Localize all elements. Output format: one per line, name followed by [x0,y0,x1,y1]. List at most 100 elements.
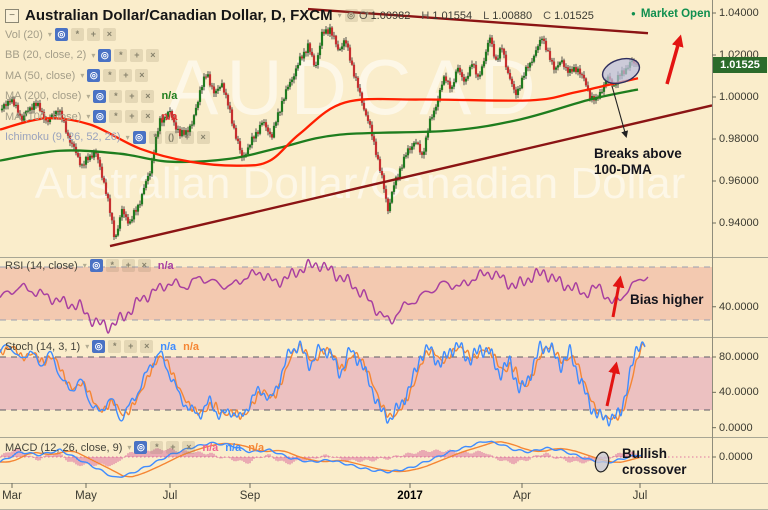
close-value: 1.01525 [554,10,594,22]
visibility-icon[interactable]: ◎ [89,259,103,272]
chevron-down-icon[interactable]: ▾ [82,261,87,270]
visibility-icon[interactable]: ◎ [93,89,107,103]
close-icon[interactable]: × [137,259,151,272]
settings-icon[interactable]: * [105,259,119,272]
indicator-label[interactable]: MA (50, close) [5,69,76,82]
low-label: L [483,10,490,22]
settings-icon[interactable]: * [109,89,123,103]
time-tick-label: Jul [632,490,648,502]
low-value: 1.00880 [492,10,533,22]
symbol-title[interactable]: Australian Dollar/Canadian Dollar, D, FX… [25,7,333,24]
close-icon[interactable]: × [141,89,155,103]
indicator-label[interactable]: MA (200, close) [5,90,82,102]
axis-tick-label: 0.96000 [719,175,759,187]
chevron-down-icon[interactable]: ▾ [86,112,91,121]
annotation-bullish-crossover[interactable]: Bullish crossover [622,446,687,478]
stoch-k-line [0,340,646,427]
time-tick-label: May [75,490,97,502]
axis-tick-label: 40.0000 [719,300,759,313]
settings-icon[interactable]: * [109,110,123,123]
indicator-label[interactable]: MA (100, close) [5,110,82,123]
chevron-down-icon[interactable]: ▾ [125,132,130,142]
indicator-label[interactable]: Stoch (14, 3, 1) [5,340,81,353]
visibility-icon[interactable]: ◎ [87,69,101,82]
visibility-icon[interactable]: ◎ [98,48,112,62]
settings-icon[interactable]: * [108,340,122,353]
indicator-label[interactable]: Vol (20) [5,28,43,41]
add-icon[interactable]: + [166,441,180,454]
chevron-down-icon[interactable]: ▾ [91,50,96,60]
support-trendline[interactable] [109,104,713,248]
settings-icon[interactable]: * [114,48,128,62]
chevron-down-icon[interactable]: ▾ [80,71,85,80]
settings-icon[interactable]: * [103,69,117,82]
chart-header: − Australian Dollar/Canadian Dollar, D, … [5,7,374,24]
chevron-down-icon[interactable]: ▾ [127,443,132,452]
add-icon[interactable]: + [125,89,139,103]
stoch-up-arrow[interactable] [605,361,621,407]
market-status-text: Market Open [640,8,711,20]
indicator-label[interactable]: MACD (12, 26, close, 9) [5,441,123,454]
add-icon[interactable]: + [180,130,194,144]
resistance-trendline[interactable] [307,7,649,35]
rsi-up-arrow[interactable] [611,275,625,318]
chevron-down-icon[interactable]: ▾ [47,30,52,39]
axis-tick-label: 1.04000 [719,7,759,19]
visibility-icon[interactable]: ◎ [134,441,148,454]
breakout-ellipse[interactable] [599,54,642,88]
visibility-icon[interactable]: ◎ [132,130,146,144]
settings-icon[interactable]: * [150,441,164,454]
na-value: n/a [160,340,177,353]
last-price-label: 1.01525 [713,57,767,73]
moving-averages [0,77,639,167]
breakout-up-arrow[interactable] [665,34,684,85]
settings-icon[interactable]: * [360,9,374,22]
annotation-breaks-above-100dma[interactable]: Breaks above 100-DMA [594,146,682,178]
close-icon[interactable]: × [102,28,116,41]
close-label: C [543,10,552,22]
chevron-down-icon[interactable]: ▾ [86,91,91,101]
legend-row: BB (20, close, 2) ▾ ◎ * + × [5,48,210,62]
visibility-icon[interactable]: ◎ [344,9,358,22]
axis-tick-label: 1.00000 [719,91,759,103]
ma200-line [0,88,639,164]
visibility-icon[interactable]: ◎ [93,110,107,123]
indicator-label[interactable]: Ichimoku (9, 26, 52, 26) [5,131,121,143]
close-icon[interactable]: × [141,110,155,123]
source-icon[interactable]: () [164,130,178,144]
ma100-line [0,77,639,167]
close-icon[interactable]: × [196,130,210,144]
annotation-bias-higher[interactable]: Bias higher [630,292,704,307]
stoch-d-line [0,343,646,421]
chevron-down-icon[interactable]: ▾ [85,342,90,351]
indicator-label[interactable]: RSI (14, close) [5,259,78,272]
visibility-icon[interactable]: ◎ [54,28,68,41]
collapse-icon[interactable]: − [5,8,19,23]
stoch-band [0,357,712,410]
na-value: n/a [202,441,219,454]
add-icon[interactable]: + [86,28,100,41]
close-icon[interactable]: × [140,340,154,353]
breaks-above-pointer-arrow[interactable] [611,85,629,139]
indicator-label[interactable]: BB (20, close, 2) [5,49,87,61]
na-value: n/a [157,259,174,272]
add-icon[interactable]: + [121,259,135,272]
add-icon[interactable]: + [124,340,138,353]
axis-tick-label: 0.98000 [719,133,759,145]
axis-tick-label: 0.0000 [719,451,753,463]
add-icon[interactable]: + [130,48,144,62]
chevron-down-icon[interactable]: ▾ [337,11,342,20]
visibility-icon[interactable]: ◎ [92,340,106,353]
annotation-text: 100-DMA [594,161,652,177]
settings-icon[interactable]: * [70,28,84,41]
close-icon[interactable]: × [146,48,160,62]
close-icon[interactable]: × [135,69,149,82]
add-icon[interactable]: + [119,69,133,82]
close-icon[interactable]: × [182,441,196,454]
settings-icon[interactable]: * [148,130,162,144]
legend-row: MA (100, close) ▾ ◎ * + × n/a [5,110,210,123]
macd-crossover-ellipse[interactable] [594,451,611,473]
time-tick-label: Jul [162,490,178,502]
add-icon[interactable]: + [125,110,139,123]
